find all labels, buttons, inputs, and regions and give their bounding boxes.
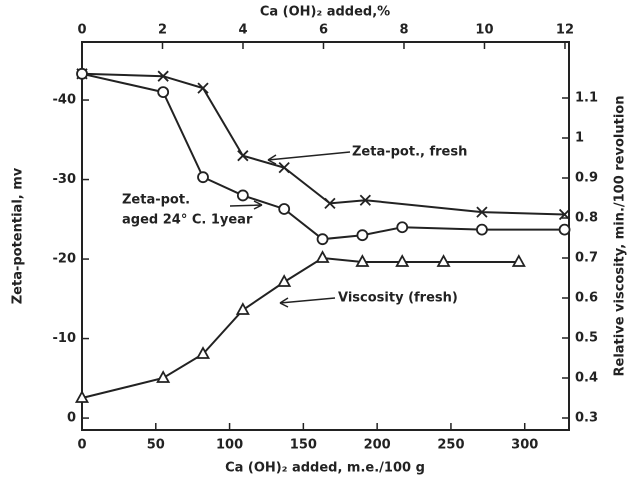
y2-tick-label: 1.1 [575, 91, 598, 106]
x-tick-label: 250 [437, 438, 464, 453]
marker [277, 274, 292, 287]
marker [237, 150, 249, 162]
x-tick-label: 150 [290, 438, 317, 453]
y2-tick-label: 0.4 [575, 371, 598, 386]
x-tick-label: 300 [511, 438, 538, 453]
y-tick-label: -30 [53, 172, 77, 187]
marker [235, 302, 250, 315]
marker [278, 161, 290, 174]
marker [157, 70, 169, 82]
marker [74, 390, 90, 403]
marker [76, 67, 88, 80]
y2-tick-label: 0.5 [575, 331, 598, 346]
annotation: Zeta-pot., fresh [352, 145, 467, 160]
y2-axis-label: Relative viscosity, min./100 revolution [613, 96, 628, 377]
marker [355, 254, 370, 267]
marker [396, 221, 409, 234]
x2-tick-label: 12 [556, 23, 574, 38]
x-tick-label: 200 [364, 438, 391, 453]
marker [197, 82, 209, 94]
x2-tick-label: 6 [319, 23, 328, 38]
marker [356, 229, 369, 242]
marker [315, 250, 330, 263]
x2-axis-label: Ca (OH)₂ added,% [260, 5, 390, 20]
x-tick-label: 100 [216, 438, 243, 453]
plot-frame [81, 41, 570, 431]
marker [558, 223, 571, 236]
marker [476, 223, 488, 236]
x2-tick-label: 10 [475, 23, 493, 38]
y-tick-label: -20 [53, 252, 77, 267]
y2-tick-label: 0.7 [575, 251, 598, 266]
marker [395, 254, 410, 267]
annotation: Zeta-pot. [122, 193, 190, 208]
arrows [229, 151, 351, 308]
x2-tick-label: 2 [158, 23, 167, 38]
x-tick-label: 0 [77, 438, 86, 453]
marker [359, 194, 371, 206]
y2-tick-label: 0.9 [575, 171, 598, 186]
marker [195, 346, 211, 359]
marker [278, 203, 291, 215]
marker [476, 206, 488, 218]
y-tick-label: -10 [53, 331, 77, 346]
marker [511, 254, 526, 267]
x-axis-label: Ca (OH)₂ added, m.e./100 g [225, 461, 425, 476]
annotation: aged 24° C. 1year [122, 213, 253, 228]
x2-tick-label: 8 [399, 23, 408, 38]
marker [316, 233, 329, 246]
y-tick-label: 0 [67, 411, 76, 426]
x2-tick-label: 0 [77, 23, 86, 38]
y-tick-label: -40 [53, 93, 77, 108]
series-line [81, 72, 565, 241]
x-tick-label: 50 [147, 438, 165, 453]
y-axis-label: Zeta-potential, mv [11, 167, 26, 304]
marker [436, 254, 451, 267]
series-line [81, 256, 519, 399]
marker [236, 189, 249, 202]
marker [197, 171, 209, 184]
y2-tick-label: 0.6 [575, 291, 598, 306]
marker [324, 197, 336, 210]
y2-tick-label: 1 [575, 131, 584, 146]
marker [157, 86, 170, 98]
marker [156, 370, 171, 383]
y2-tick-label: 0.8 [575, 211, 598, 226]
y2-tick-label: 0.3 [575, 411, 598, 426]
annotation: Viscosity (fresh) [338, 291, 458, 306]
x2-tick-label: 4 [238, 23, 247, 38]
marker [558, 208, 571, 221]
